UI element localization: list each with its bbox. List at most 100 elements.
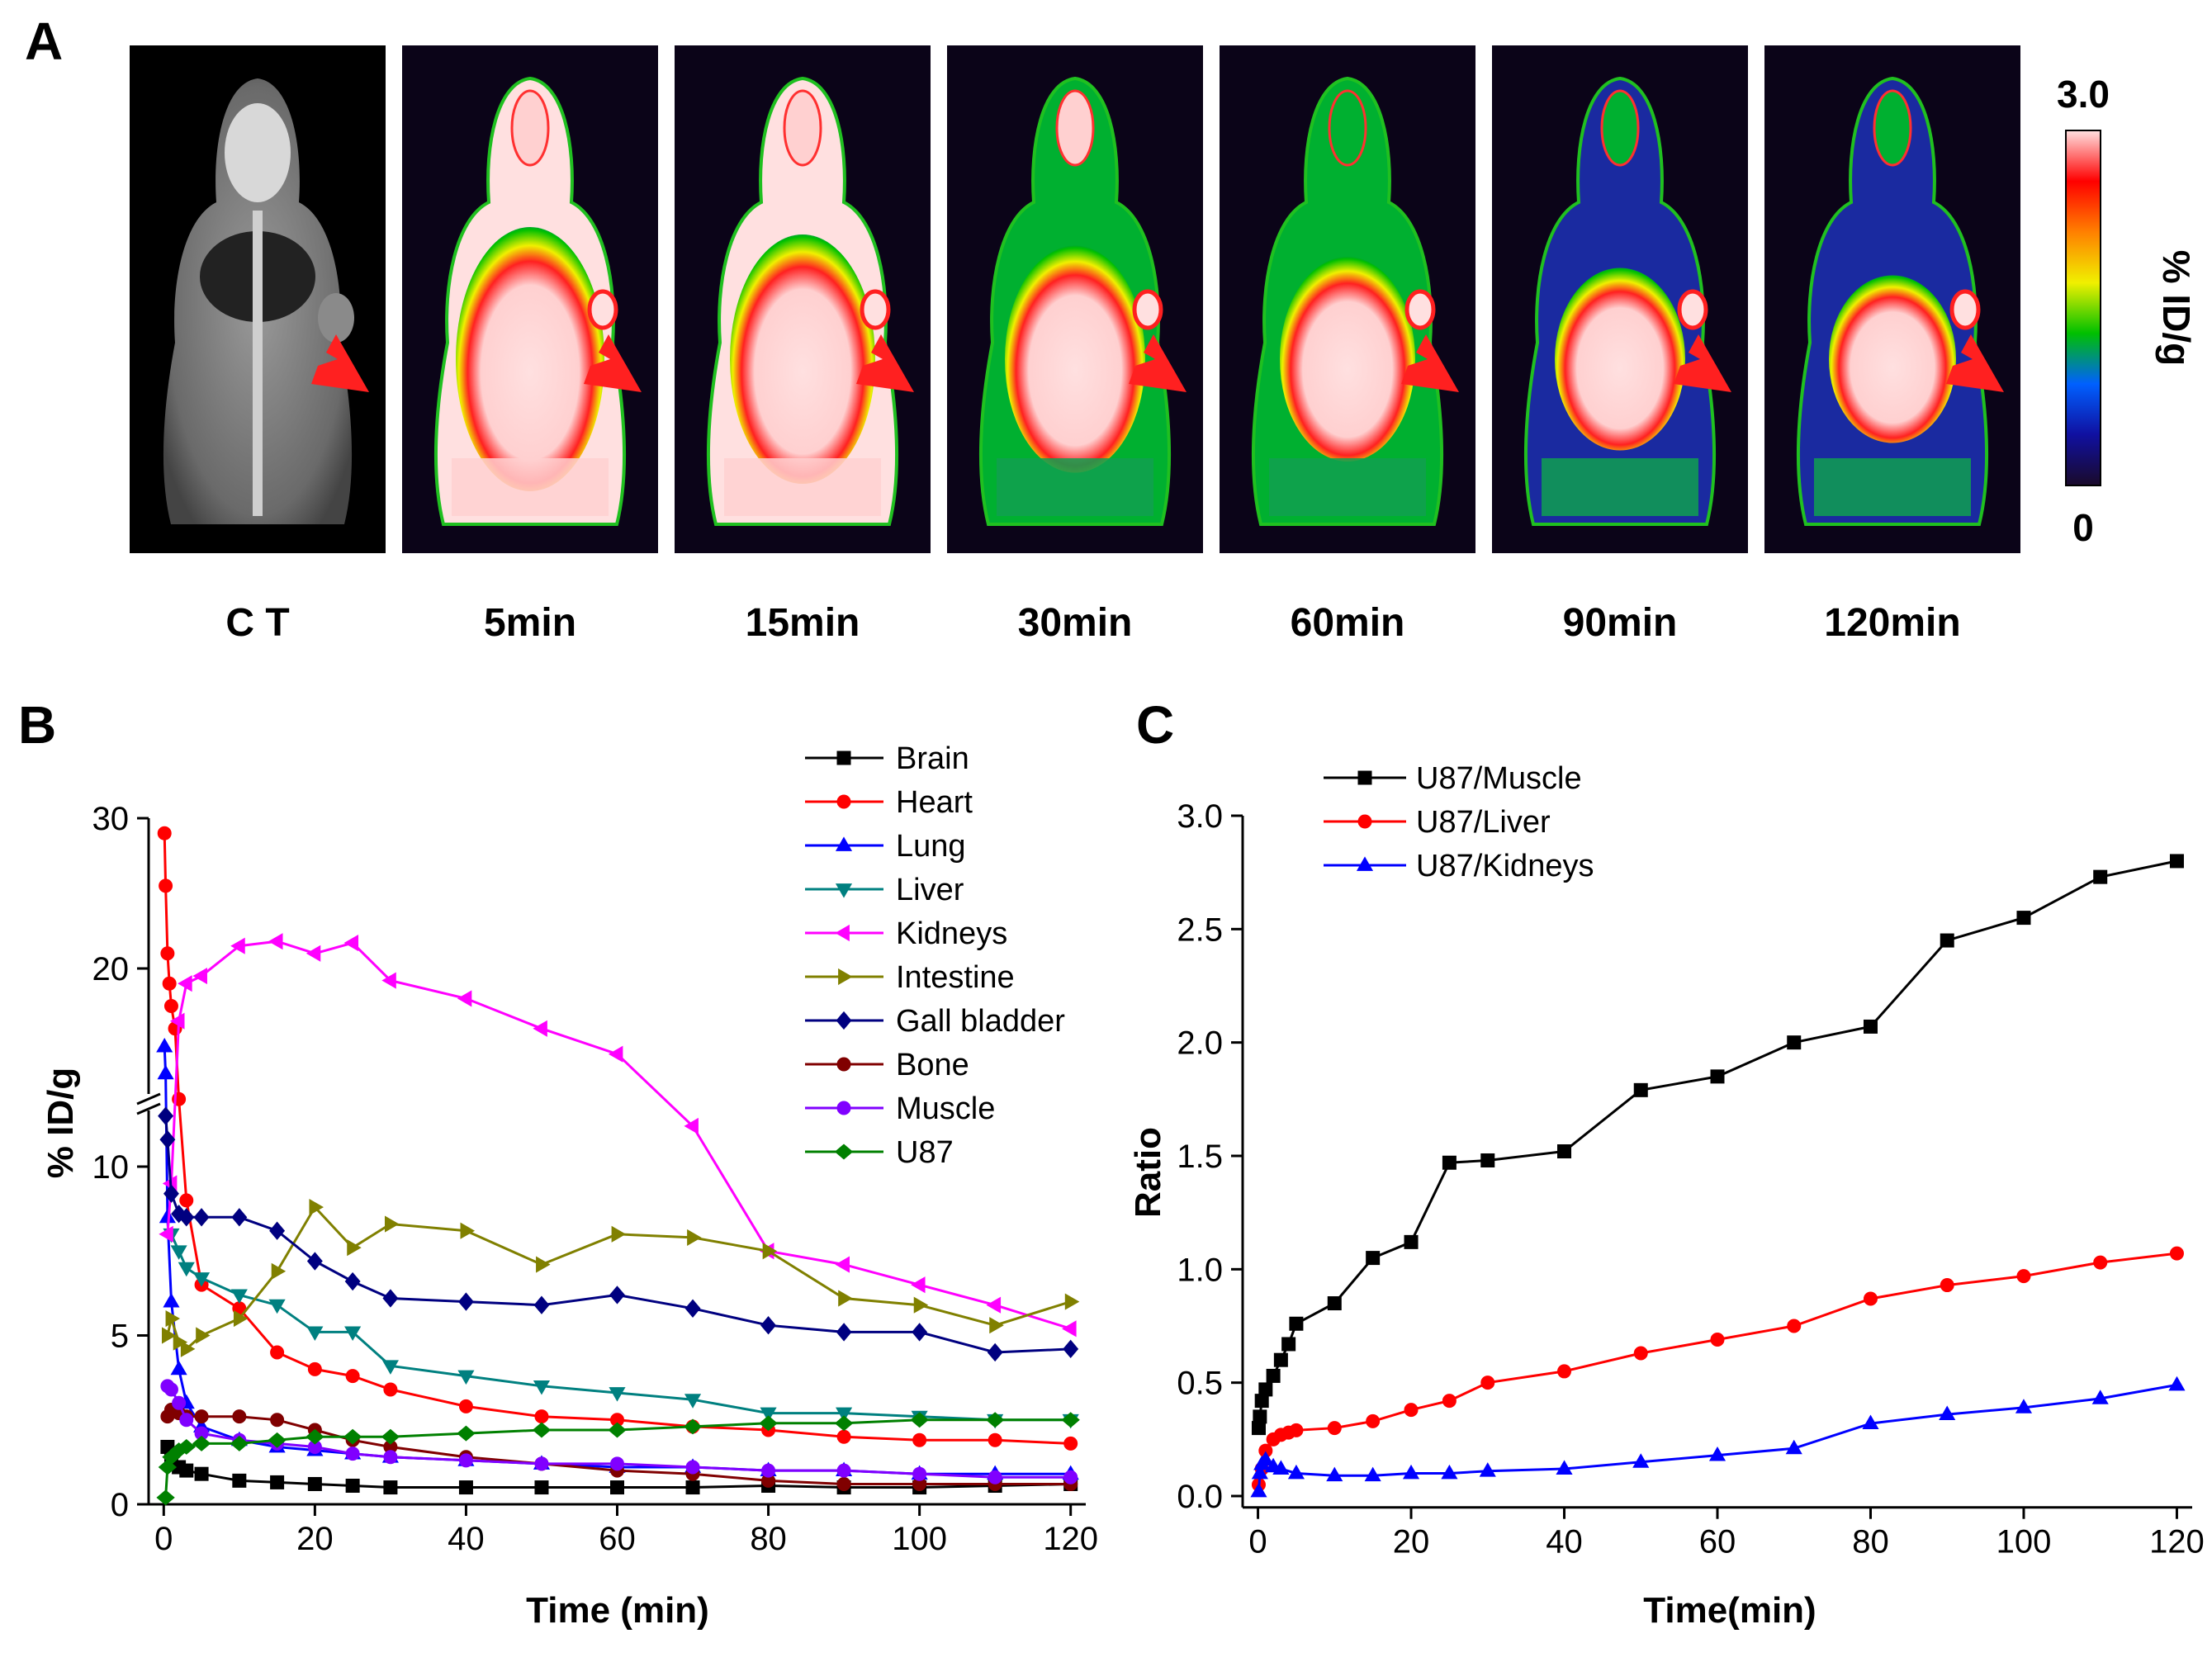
data-point — [836, 1057, 851, 1072]
data-point — [177, 1439, 196, 1455]
data-point — [836, 794, 851, 809]
data-point — [344, 1326, 362, 1342]
y-tick-label: 3.0 — [1177, 798, 1223, 835]
data-point — [1557, 1364, 1572, 1379]
data-point — [192, 1435, 211, 1451]
data-point — [1557, 1144, 1572, 1159]
data-point — [383, 1382, 398, 1397]
pet-bladder-region — [1829, 275, 1956, 443]
data-point — [912, 1323, 928, 1342]
x-tick-label: 0 — [1248, 1524, 1267, 1560]
data-point — [836, 1463, 851, 1478]
data-point — [835, 836, 853, 851]
data-point — [170, 1245, 187, 1260]
pet-bladder-region — [1280, 257, 1415, 462]
axis-break-mark — [136, 1092, 161, 1106]
y-tick-label: 30 — [92, 801, 130, 837]
data-point — [835, 1256, 850, 1273]
chart-b-ylabel: % ID/g — [40, 1068, 81, 1178]
data-point — [1556, 1460, 1573, 1475]
data-point — [2091, 1390, 2109, 1404]
data-point — [2168, 1376, 2186, 1391]
data-point — [1266, 1368, 1281, 1383]
data-point — [1272, 1460, 1290, 1475]
series-liver — [163, 1228, 1079, 1429]
data-point — [1357, 814, 1372, 829]
image-label: 30min — [1018, 601, 1133, 645]
data-point — [836, 1476, 851, 1491]
colorbar-unit-label: % ID/g — [2155, 250, 2198, 367]
y-tick-label: 2.5 — [1177, 911, 1223, 948]
pet-bladder-region — [730, 234, 875, 484]
data-point — [1061, 1412, 1080, 1428]
pet-bladder-region — [1005, 245, 1145, 473]
data-point — [344, 1271, 361, 1291]
data-point — [1442, 1155, 1457, 1170]
data-point — [2015, 1399, 2033, 1413]
data-point — [1253, 1409, 1267, 1424]
data-point — [345, 1369, 360, 1384]
y-tick-label: 0 — [111, 1487, 129, 1523]
data-point — [307, 1361, 322, 1376]
data-point — [684, 1299, 701, 1318]
data-point — [179, 1463, 194, 1478]
legend-label: Brain — [896, 741, 969, 776]
data-point — [685, 1480, 700, 1495]
data-point — [762, 1243, 778, 1260]
legend-item: Intestine — [805, 960, 1015, 995]
legend-label: U87/Kidneys — [1416, 849, 1594, 883]
data-point — [760, 1316, 777, 1335]
data-point — [838, 968, 853, 986]
data-point — [534, 1480, 549, 1495]
pet-tumor — [587, 289, 618, 330]
pet-head — [1873, 89, 1912, 167]
x-tick-label: 60 — [599, 1521, 636, 1557]
pet-lower-body — [1814, 458, 1971, 516]
panel-a: A C T 5min 15min 30min 60min 90min 120min 3.0 … — [25, 12, 2198, 645]
data-point — [306, 1428, 324, 1445]
data-point — [268, 1299, 286, 1314]
data-point — [1062, 1320, 1077, 1338]
data-point — [1251, 1464, 1268, 1480]
data-point — [1250, 1482, 1267, 1498]
data-point — [685, 1460, 700, 1475]
panel-a-letter: A — [25, 12, 63, 71]
data-point — [1479, 1462, 1496, 1477]
pet-lower-body — [724, 458, 881, 516]
data-point — [1366, 1251, 1381, 1266]
data-point — [161, 1327, 177, 1344]
legend-item: Gall bladder — [805, 1004, 1065, 1039]
series-u87 — [156, 1412, 1080, 1506]
data-point — [381, 1428, 400, 1445]
image-panel-2: 15min — [675, 45, 931, 645]
data-point — [268, 1432, 287, 1448]
data-point — [532, 1422, 552, 1438]
legend-item: Muscle — [805, 1091, 995, 1126]
data-point — [460, 1222, 476, 1239]
data-point — [610, 1456, 624, 1471]
legend-item: Brain — [805, 741, 969, 776]
data-point — [180, 1340, 196, 1357]
image-strip: C T 5min 15min 30min 60min 90min 120min — [130, 45, 2020, 645]
data-point — [761, 1463, 776, 1478]
data-point — [159, 1225, 173, 1243]
data-point — [457, 1370, 475, 1385]
data-point — [173, 1333, 188, 1351]
pet-head — [783, 89, 822, 167]
legend-label: Intestine — [896, 960, 1015, 995]
data-point — [343, 934, 359, 952]
data-point — [458, 1399, 473, 1413]
data-point — [534, 1456, 549, 1471]
pet-tumor — [1949, 289, 1981, 330]
data-point — [1785, 1439, 1802, 1455]
x-tick-label: 80 — [1852, 1524, 1889, 1560]
data-point — [683, 1418, 703, 1435]
legend-item: U87/Muscle — [1324, 761, 1582, 796]
y-tick-label: 20 — [92, 951, 130, 987]
legend-item: U87/Kidneys — [1324, 849, 1594, 883]
data-point — [1063, 1436, 1078, 1451]
image-panel-5: 90min — [1492, 45, 1748, 645]
data-point — [986, 1296, 1002, 1314]
pet-lower-body — [997, 458, 1153, 516]
data-point — [1404, 1234, 1419, 1249]
